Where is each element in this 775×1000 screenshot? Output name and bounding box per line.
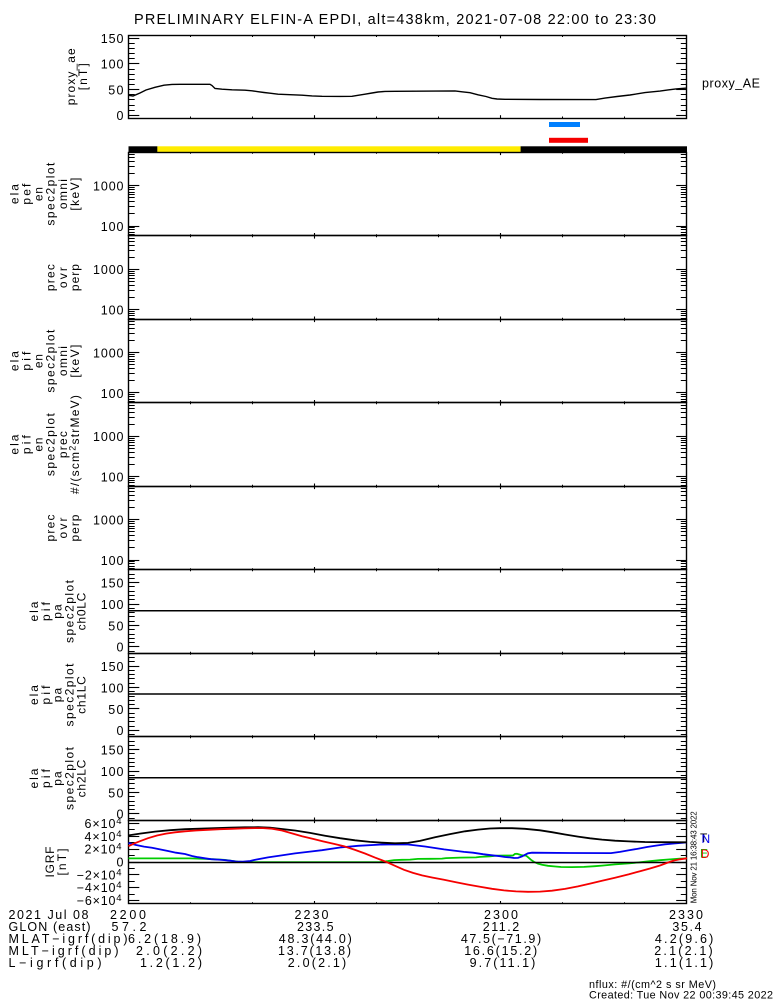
svg-text:0: 0 — [117, 855, 124, 869]
svg-text:en: en — [32, 438, 46, 452]
svg-text:50: 50 — [108, 619, 123, 633]
svg-text:47.5(−71.9): 47.5(−71.9) — [461, 932, 541, 946]
svg-text:50: 50 — [108, 703, 123, 717]
svg-text:spec2plot: spec2plot — [63, 579, 77, 643]
svg-text:perp: perp — [68, 514, 82, 541]
svg-text:L−igrf(dip): L−igrf(dip) — [9, 956, 102, 970]
svg-text:[keV]: [keV] — [68, 178, 82, 211]
svg-text:MLT−igrf(dip): MLT−igrf(dip) — [9, 944, 119, 958]
svg-text:MLAT−igrf(dip): MLAT−igrf(dip) — [9, 932, 128, 946]
svg-text:omni: omni — [56, 179, 70, 209]
svg-text:pif: pif — [20, 434, 34, 454]
svg-text:4: 4 — [116, 867, 121, 878]
svg-text:211.2: 211.2 — [483, 920, 520, 934]
svg-text:100: 100 — [101, 220, 124, 234]
svg-text:pa: pa — [51, 771, 65, 786]
svg-text:spec2plot: spec2plot — [44, 162, 58, 226]
svg-text:150: 150 — [101, 576, 124, 590]
svg-text:pif: pif — [39, 685, 53, 705]
svg-text:[nT]: [nT] — [55, 849, 69, 876]
svg-text:spec2plot: spec2plot — [44, 412, 58, 476]
svg-text:100: 100 — [101, 303, 124, 317]
svg-text:pa: pa — [51, 604, 65, 619]
svg-text:ch0LC: ch0LC — [74, 592, 88, 630]
svg-text:50: 50 — [108, 83, 123, 97]
svg-text:ela: ela — [27, 768, 41, 788]
svg-text:1000: 1000 — [93, 263, 124, 277]
svg-text:0: 0 — [117, 724, 124, 738]
svg-text:spec2plot: spec2plot — [63, 663, 77, 727]
svg-text:0: 0 — [117, 641, 124, 655]
svg-text:6.2(18.9): 6.2(18.9) — [128, 932, 201, 946]
svg-text:16.6(15.2): 16.6(15.2) — [464, 944, 537, 958]
svg-text:proxy_ae: proxy_ae — [64, 48, 78, 105]
svg-text:omni: omni — [56, 346, 70, 376]
svg-text:nflux: #/(cm^2 s sr MeV): nflux: #/(cm^2 s sr MeV) — [589, 979, 716, 991]
svg-text:100: 100 — [101, 554, 124, 568]
svg-text:−6×10: −6×10 — [77, 894, 116, 908]
svg-text:pif: pif — [39, 601, 53, 621]
svg-text:150: 150 — [101, 660, 124, 674]
svg-text:150: 150 — [101, 743, 124, 757]
svg-text:en: en — [32, 354, 46, 368]
svg-text:100: 100 — [101, 598, 124, 612]
svg-text:100: 100 — [101, 58, 124, 72]
svg-text:9.7(11.1): 9.7(11.1) — [470, 956, 536, 970]
svg-text:0: 0 — [117, 808, 124, 822]
svg-text:Created: Tue Nov 22 00:39:45 2: Created: Tue Nov 22 00:39:45 2022 — [589, 989, 773, 1000]
svg-text:GLON (east): GLON (east) — [9, 920, 91, 934]
svg-text:proxy_AE: proxy_AE — [702, 77, 760, 91]
svg-text:ela: ela — [7, 434, 21, 454]
svg-text:4×10: 4×10 — [85, 830, 116, 844]
svg-text:Mon Nov 21 16:38:43 2022: Mon Nov 21 16:38:43 2022 — [689, 811, 698, 904]
svg-text:pif: pif — [39, 768, 53, 788]
svg-text:ela: ela — [7, 184, 21, 204]
svg-text:−4×10: −4×10 — [77, 881, 116, 895]
svg-text:E: E — [700, 847, 708, 861]
svg-text:150: 150 — [101, 32, 124, 46]
svg-text:N: N — [702, 832, 711, 846]
svg-text:ela: ela — [27, 601, 41, 621]
svg-text:T: T — [700, 831, 708, 845]
svg-text:6×10: 6×10 — [85, 817, 116, 831]
svg-text:48.3(44.0): 48.3(44.0) — [279, 932, 352, 946]
svg-text:1000: 1000 — [93, 430, 124, 444]
svg-text:100: 100 — [101, 387, 124, 401]
svg-text:PRELIMINARY ELFIN-A EPDI, alt=: PRELIMINARY ELFIN-A EPDI, alt=438km, 202… — [134, 12, 656, 28]
svg-text:100: 100 — [101, 470, 124, 484]
svg-text:−2×10: −2×10 — [77, 868, 116, 882]
svg-text:2×10: 2×10 — [85, 843, 116, 857]
svg-text:50: 50 — [108, 786, 123, 800]
svg-text:ch1LC: ch1LC — [74, 676, 88, 714]
svg-text:4: 4 — [116, 816, 121, 827]
svg-text:1000: 1000 — [93, 514, 124, 528]
svg-text:4: 4 — [116, 893, 121, 904]
svg-text:spec2plot: spec2plot — [44, 329, 58, 393]
svg-text:4: 4 — [116, 829, 121, 840]
svg-text:1000: 1000 — [93, 347, 124, 361]
svg-text:100: 100 — [101, 681, 124, 695]
svg-text:#/(scm2strMeV): #/(scm2strMeV) — [67, 395, 82, 494]
svg-text:en: en — [32, 187, 46, 201]
svg-text:spec2plot: spec2plot — [63, 746, 77, 810]
svg-text:ela: ela — [7, 351, 21, 371]
svg-text:1000: 1000 — [93, 180, 124, 194]
svg-text:ch2LC: ch2LC — [74, 759, 88, 797]
svg-text:ela: ela — [27, 685, 41, 705]
svg-text:pif: pif — [20, 351, 34, 371]
svg-text:0: 0 — [117, 109, 124, 123]
svg-text:13.7(13.8): 13.7(13.8) — [278, 944, 351, 958]
svg-text:4: 4 — [116, 842, 121, 853]
svg-text:100: 100 — [101, 765, 124, 779]
svg-text:[keV]: [keV] — [68, 345, 82, 378]
svg-text:2021 Jul 08: 2021 Jul 08 — [9, 908, 89, 922]
svg-text:4: 4 — [116, 880, 121, 891]
svg-text:[nT]: [nT] — [76, 63, 90, 90]
svg-text:D: D — [701, 847, 710, 861]
svg-text:pa: pa — [51, 687, 65, 702]
svg-text:IGRF: IGRF — [43, 847, 57, 878]
svg-text:233.5: 233.5 — [297, 920, 334, 934]
svg-text:perp: perp — [68, 264, 82, 291]
